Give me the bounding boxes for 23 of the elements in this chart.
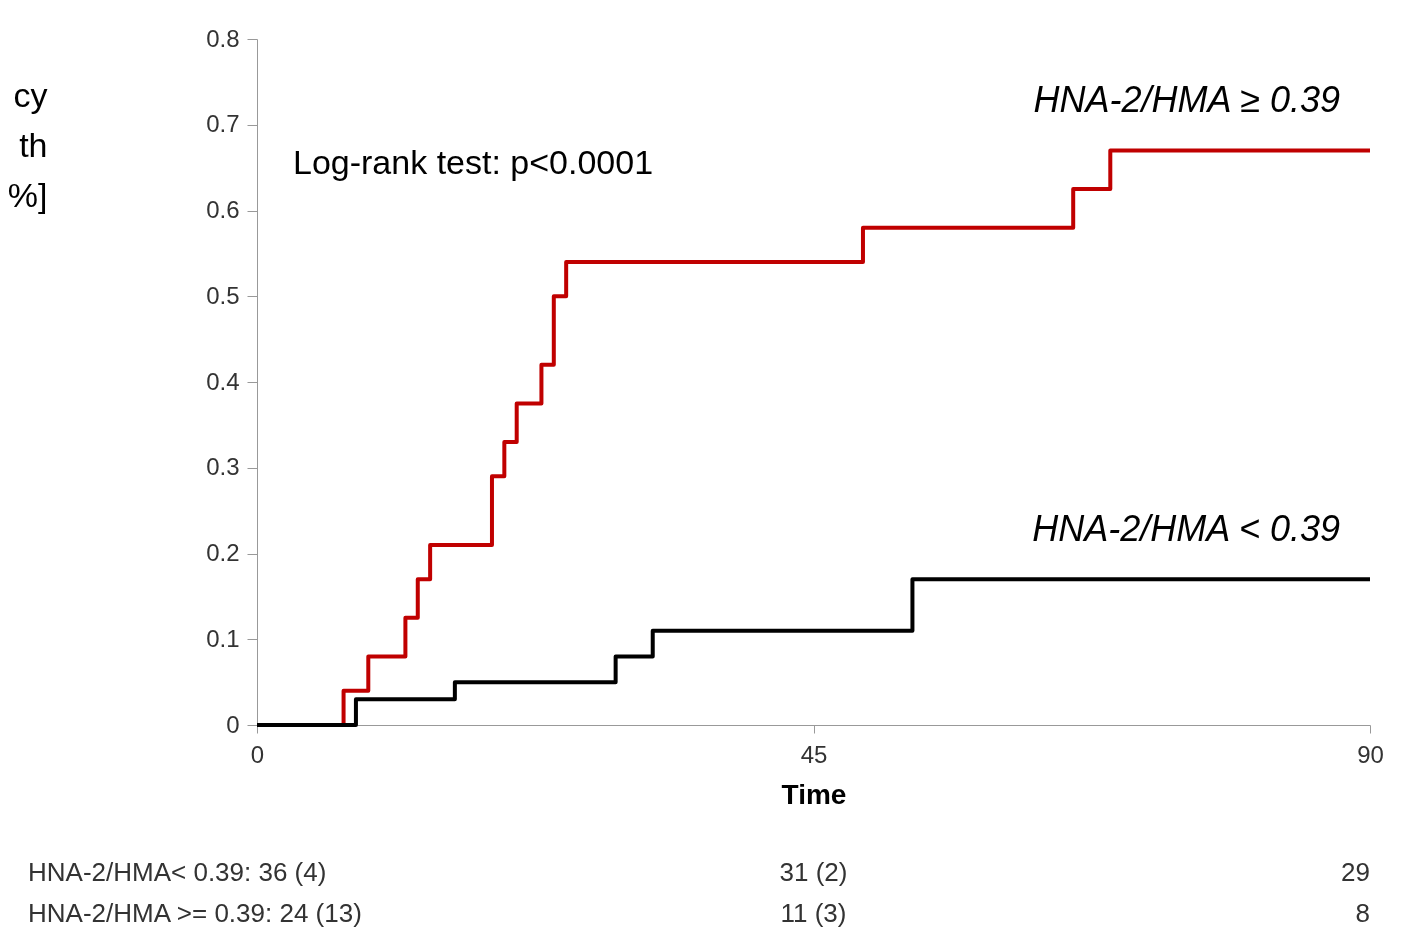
text: 11 (3) bbox=[780, 898, 847, 928]
y-tick-label: 0.7 bbox=[206, 110, 240, 138]
y-axis-title: cy th %] bbox=[7, 75, 48, 214]
text: 31 (2) bbox=[779, 857, 848, 887]
y-tick-label: 0.3 bbox=[206, 453, 240, 481]
y-tick-label: 0.8 bbox=[206, 24, 240, 52]
y-tick-label: 0.5 bbox=[206, 281, 240, 309]
text: 8 bbox=[1355, 898, 1370, 928]
series-label: HNA-2/HMA < 0.39 bbox=[1032, 508, 1340, 550]
y-tick-label: 0.4 bbox=[206, 367, 240, 395]
x-tick-label: 0 bbox=[250, 740, 265, 768]
x-tick-label: 90 bbox=[1357, 740, 1384, 768]
series-label: HNA-2/HMA ≥ 0.39 bbox=[1033, 79, 1340, 121]
text: HNA-2/HMA< 0.39: 36 (4) bbox=[28, 857, 327, 887]
y-tick-label: 0.1 bbox=[206, 624, 240, 652]
x-axis-title: Time bbox=[781, 778, 847, 810]
annotation: Log-rank test: p<0.0001 bbox=[293, 143, 654, 181]
y-tick-label: 0 bbox=[226, 710, 240, 738]
x-tick-label: 45 bbox=[800, 740, 828, 768]
text: 29 bbox=[1341, 857, 1370, 887]
text: HNA-2/HMA >= 0.39: 24 (13) bbox=[28, 898, 362, 928]
y-tick-label: 0.6 bbox=[206, 196, 240, 223]
y-tick-label: 0.2 bbox=[206, 539, 240, 566]
